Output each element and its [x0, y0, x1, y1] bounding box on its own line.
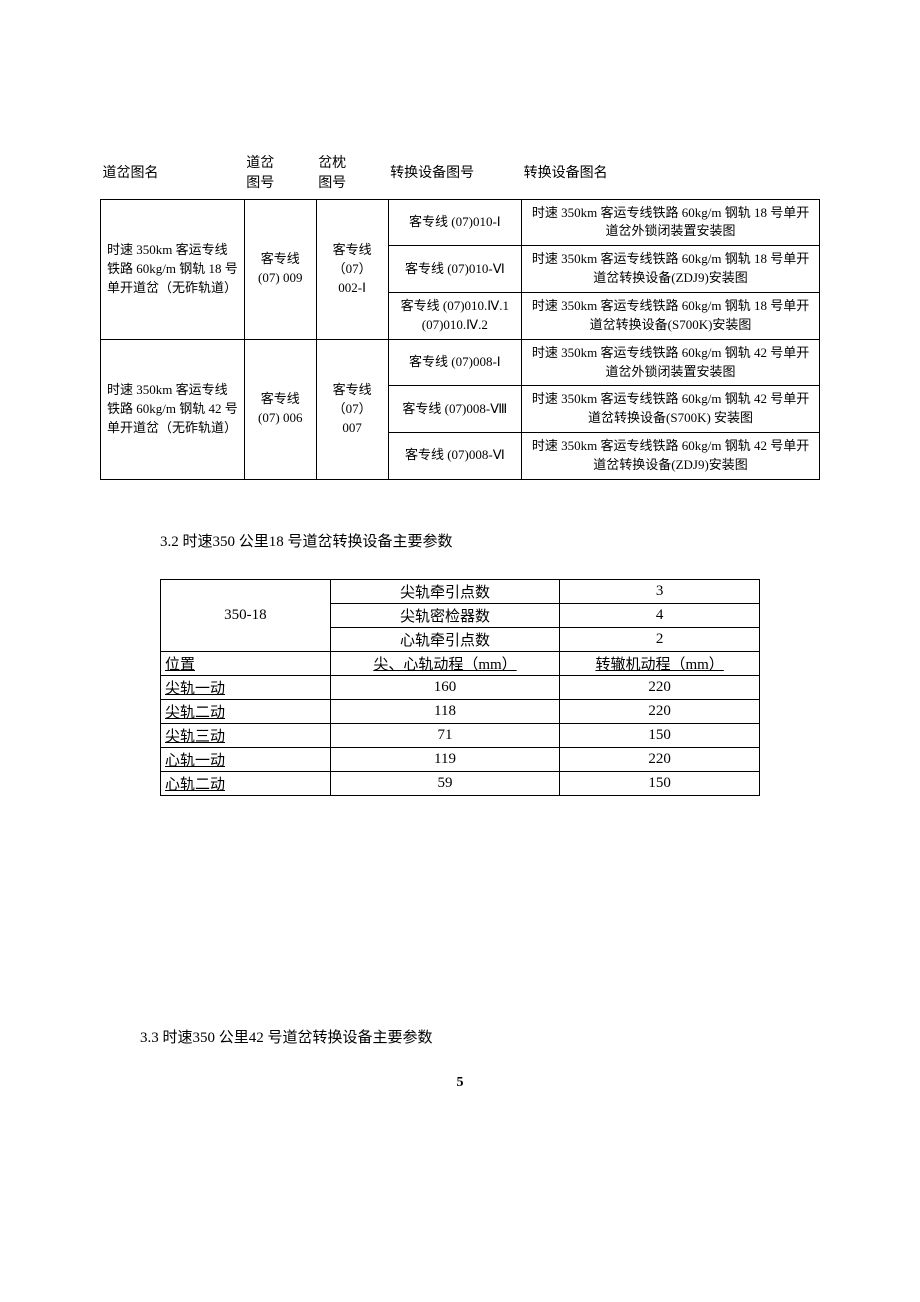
cell-param-label: 尖轨牵引点数	[330, 579, 560, 603]
page-number: 5	[100, 1075, 820, 1091]
switch-spec-table: 道岔图名 道岔 图号 岔枕 图号 转换设备图号 转换设备图名 时速 350km …	[100, 150, 820, 480]
cell-pos: 尖轨三动	[161, 723, 331, 747]
cell-param-label: 心轨牵引点数	[330, 627, 560, 651]
section-3-3-heading: 3.3 时速350 公里42 号道岔转换设备主要参数	[140, 1026, 820, 1047]
cell-v2: 220	[560, 675, 760, 699]
th-switch-no: 道岔 图号	[244, 150, 316, 199]
cell-dev-name: 时速 350km 客运专线铁路 60kg/m 钢轨 42 号单开道岔外锁闭装置安…	[522, 339, 820, 386]
cell-model: 350-18	[161, 579, 331, 651]
cell-v1: 160	[330, 675, 560, 699]
cell-pos: 心轨二动	[161, 771, 331, 795]
cell-dev-no: 客专线 (07)010-Ⅰ	[388, 199, 522, 246]
cell-v2: 150	[560, 771, 760, 795]
table-row: 位置 尖、心轨动程（mm） 转辙机动程（mm）	[161, 651, 760, 675]
cell-pos: 尖轨一动	[161, 675, 331, 699]
table-row: 350-18 尖轨牵引点数 3	[161, 579, 760, 603]
th-dev-name: 转换设备图名	[522, 150, 820, 199]
table-row: 心轨二动 59 150	[161, 771, 760, 795]
table-row: 尖轨一动 160 220	[161, 675, 760, 699]
cell-dev-no: 客专线 (07)010.Ⅳ.1 (07)010.Ⅳ.2	[388, 292, 522, 339]
cell-dev-name: 时速 350km 客运专线铁路 60kg/m 钢轨 42 号单开道岔转换设备(Z…	[522, 433, 820, 480]
cell-switch-no: 客专线 (07) 009	[244, 199, 316, 339]
cell-header-dc: 尖、心轨动程（mm）	[330, 651, 560, 675]
cell-dev-name: 时速 350km 客运专线铁路 60kg/m 钢轨 18 号单开道岔转换设备(Z…	[522, 246, 820, 293]
cell-switch-no: 客专线 (07) 006	[244, 339, 316, 479]
cell-pos: 心轨一动	[161, 747, 331, 771]
cell-sleeper-no: 客专线 （07） 002-Ⅰ	[316, 199, 388, 339]
cell-param-value: 4	[560, 603, 760, 627]
cell-dev-name: 时速 350km 客运专线铁路 60kg/m 钢轨 42 号单开道岔转换设备(S…	[522, 386, 820, 433]
table-row: 心轨一动 119 220	[161, 747, 760, 771]
cell-v2: 150	[560, 723, 760, 747]
table-row: 时速 350km 客运专线铁路 60kg/m 钢轨 42 号单开道岔（无砟轨道）…	[101, 339, 820, 386]
cell-dev-name: 时速 350km 客运专线铁路 60kg/m 钢轨 18 号单开道岔转换设备(S…	[522, 292, 820, 339]
section-3-2-heading: 3.2 时速350 公里18 号道岔转换设备主要参数	[160, 530, 820, 551]
cell-v1: 119	[330, 747, 560, 771]
cell-dev-no: 客专线 (07)008-Ⅰ	[388, 339, 522, 386]
params-table-350-18: 350-18 尖轨牵引点数 3 尖轨密检器数 4 心轨牵引点数 2 位置 尖、心…	[160, 579, 760, 796]
cell-param-value: 3	[560, 579, 760, 603]
cell-group-name: 时速 350km 客运专线铁路 60kg/m 钢轨 18 号单开道岔（无砟轨道）	[101, 199, 245, 339]
table-row: 时速 350km 客运专线铁路 60kg/m 钢轨 18 号单开道岔（无砟轨道）…	[101, 199, 820, 246]
cell-dev-no: 客专线 (07)008-Ⅷ	[388, 386, 522, 433]
cell-dev-no: 客专线 (07)010-Ⅵ	[388, 246, 522, 293]
cell-dev-no: 客专线 (07)008-Ⅵ	[388, 433, 522, 480]
cell-group-name: 时速 350km 客运专线铁路 60kg/m 钢轨 42 号单开道岔（无砟轨道）	[101, 339, 245, 479]
cell-param-value: 2	[560, 627, 760, 651]
cell-pos: 尖轨二动	[161, 699, 331, 723]
table-row: 尖轨二动 118 220	[161, 699, 760, 723]
cell-v1: 118	[330, 699, 560, 723]
cell-header-zzj: 转辙机动程（mm）	[560, 651, 760, 675]
th-sleeper-no: 岔枕 图号	[316, 150, 388, 199]
cell-v1: 59	[330, 771, 560, 795]
cell-v2: 220	[560, 699, 760, 723]
cell-param-label: 尖轨密检器数	[330, 603, 560, 627]
cell-header-pos: 位置	[161, 651, 331, 675]
table-row: 尖轨三动 71 150	[161, 723, 760, 747]
cell-v1: 71	[330, 723, 560, 747]
cell-dev-name: 时速 350km 客运专线铁路 60kg/m 钢轨 18 号单开道岔外锁闭装置安…	[522, 199, 820, 246]
cell-v2: 220	[560, 747, 760, 771]
table1-header-row: 道岔图名 道岔 图号 岔枕 图号 转换设备图号 转换设备图名	[101, 150, 820, 199]
th-dev-no: 转换设备图号	[388, 150, 522, 199]
th-name: 道岔图名	[101, 150, 245, 199]
cell-sleeper-no: 客专线 （07） 007	[316, 339, 388, 479]
